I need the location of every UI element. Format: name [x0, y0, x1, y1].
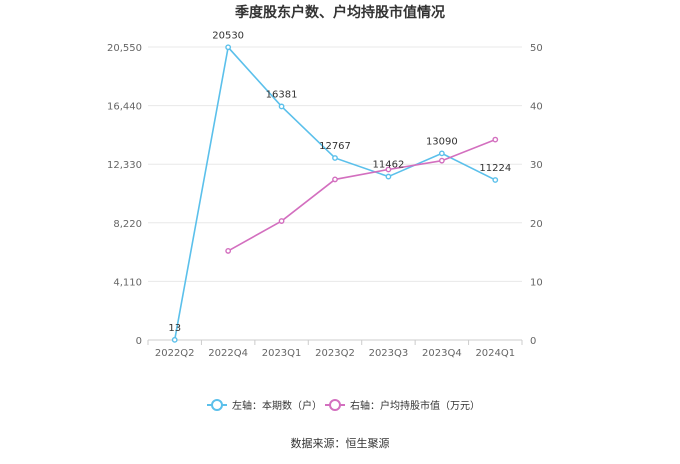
left-axis-tick-label: 16,440: [107, 102, 142, 113]
point-right[interactable]: [492, 136, 499, 143]
point-right[interactable]: [385, 166, 392, 173]
series-layer: [171, 44, 499, 343]
axes: 0 4,110 8,220 12,330 16,440 20,550 0 10 20 30 40 50…: [107, 43, 543, 359]
point-right[interactable]: [438, 157, 445, 164]
x-axis-tick-label: 2022Q4: [208, 348, 248, 359]
data-label: 11462: [373, 160, 405, 171]
data-label: 13090: [426, 136, 458, 147]
right-axis-tick-label: 30: [530, 160, 543, 171]
x-axis-tick-label: 2023Q4: [422, 348, 462, 359]
right-axis-tick-label: 0: [530, 336, 536, 347]
left-axis-tick-label: 0: [136, 336, 142, 347]
x-axis-tick-label: 2023Q2: [315, 348, 355, 359]
series-line-right: [227, 138, 496, 252]
right-axis-tick-label: 20: [530, 219, 543, 230]
right-axis-tick-label: 50: [530, 43, 543, 54]
point-left[interactable]: [278, 103, 285, 110]
legend-marker-left-icon: [211, 399, 223, 411]
point-left[interactable]: [385, 173, 392, 180]
data-label: 13: [168, 323, 181, 334]
point-right[interactable]: [332, 176, 338, 183]
x-axis-tick-label: 2022Q2: [155, 348, 195, 359]
data-label: 12767: [319, 141, 351, 152]
series-line-left: [173, 45, 496, 340]
data-label: 11224: [479, 163, 511, 174]
legend-item-left[interactable]: 左轴：本期数（户）: [207, 399, 322, 412]
legend-marker-right-icon: [329, 399, 341, 411]
left-axis-tick-label: 8,220: [113, 219, 142, 230]
data-label: 16381: [266, 89, 298, 100]
source-note: 数据来源：恒生聚源: [291, 436, 390, 450]
legend: 左轴：本期数（户） 右轴：户均持股市值（万元）: [207, 399, 480, 412]
right-axis-tick-label: 10: [530, 277, 543, 288]
point-right[interactable]: [278, 218, 285, 224]
point-left[interactable]: [492, 177, 499, 183]
legend-label-left: 左轴：本期数（户）: [232, 399, 322, 412]
legend-label-right: 右轴：户均持股市值（万元）: [350, 399, 480, 412]
point-right[interactable]: [225, 248, 232, 254]
x-axis-tick-label: 2024Q1: [475, 348, 515, 359]
point-left[interactable]: [171, 336, 178, 343]
right-axis-tick-label: 40: [530, 102, 543, 113]
data-label: 20530: [212, 30, 244, 41]
point-left[interactable]: [438, 150, 445, 157]
data-labels: 13 20530 16381 12767 11462 13090 11224: [168, 30, 511, 334]
legend-item-right[interactable]: 右轴：户均持股市值（万元）: [325, 399, 480, 412]
left-axis-tick-label: 12,330: [107, 160, 142, 171]
point-left[interactable]: [332, 155, 338, 161]
chart-title: 季度股东户数、户均持股市值情况: [234, 4, 445, 21]
x-axis-tick-label: 2023Q3: [369, 348, 409, 359]
grid-lines: [148, 46, 522, 341]
left-axis-tick-label: 4,110: [113, 277, 142, 288]
x-axis-tick-label: 2023Q1: [262, 348, 302, 359]
point-left[interactable]: [225, 44, 232, 51]
left-axis-tick-label: 20,550: [107, 43, 142, 54]
